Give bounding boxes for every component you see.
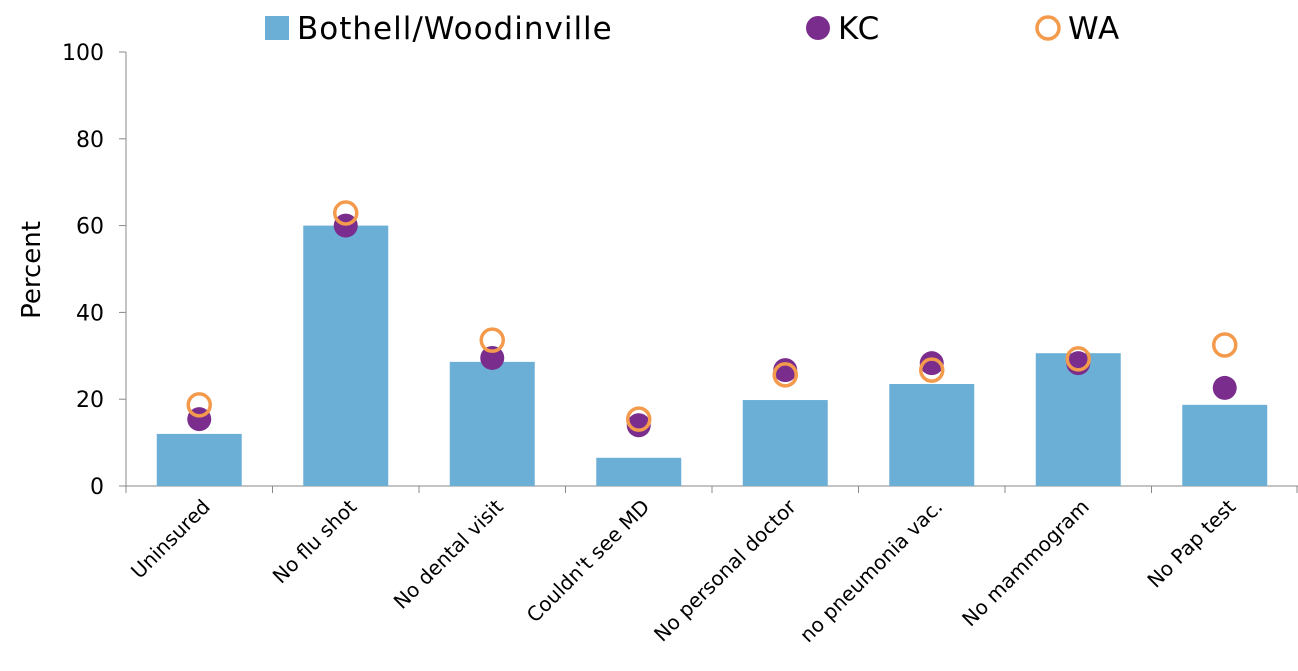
y-tick-label: 100 — [62, 41, 104, 66]
bar — [449, 361, 535, 486]
bar — [1035, 353, 1121, 486]
bar — [596, 457, 682, 486]
bar — [889, 384, 975, 486]
x-tick-label: Couldn't see MD — [522, 495, 655, 628]
bar — [742, 400, 828, 486]
legend-swatch — [1035, 15, 1061, 41]
x-tick-label: No personal doctor — [649, 494, 801, 646]
bar — [1182, 404, 1268, 486]
ring — [626, 406, 652, 432]
x-tick-label: No dental visit — [389, 494, 508, 613]
x-tick-label: No mammogram — [957, 495, 1094, 632]
ring — [333, 200, 359, 226]
x-tick-label: No Pap test — [1142, 494, 1240, 592]
legend-label: WA — [1068, 11, 1120, 47]
dot — [480, 345, 505, 370]
x-tick-label: Uninsured — [126, 495, 215, 584]
ring — [1065, 346, 1091, 372]
y-tick-label: 60 — [76, 215, 104, 240]
legend-label: KC — [838, 11, 880, 47]
legend-swatch — [265, 16, 289, 40]
y-axis-label: Percent — [17, 221, 47, 319]
ring — [919, 357, 945, 383]
bar — [303, 225, 389, 486]
x-tick-label: No flu shot — [268, 494, 362, 588]
y-tick-label: 40 — [76, 301, 104, 326]
y-tick-label: 20 — [76, 388, 104, 413]
ring — [479, 327, 505, 353]
dot — [919, 351, 944, 376]
x-tick-label: no pneumonia vac. — [795, 495, 947, 647]
ring — [186, 392, 212, 418]
dot — [626, 413, 651, 438]
bar — [156, 433, 242, 486]
ring — [1212, 332, 1238, 358]
dot — [1212, 375, 1237, 400]
legend-label: Bothell/Woodinville — [297, 11, 613, 47]
y-tick-label: 0 — [90, 475, 104, 500]
ring — [772, 362, 798, 388]
legend-swatch — [806, 16, 830, 40]
y-tick-label: 80 — [76, 128, 104, 153]
